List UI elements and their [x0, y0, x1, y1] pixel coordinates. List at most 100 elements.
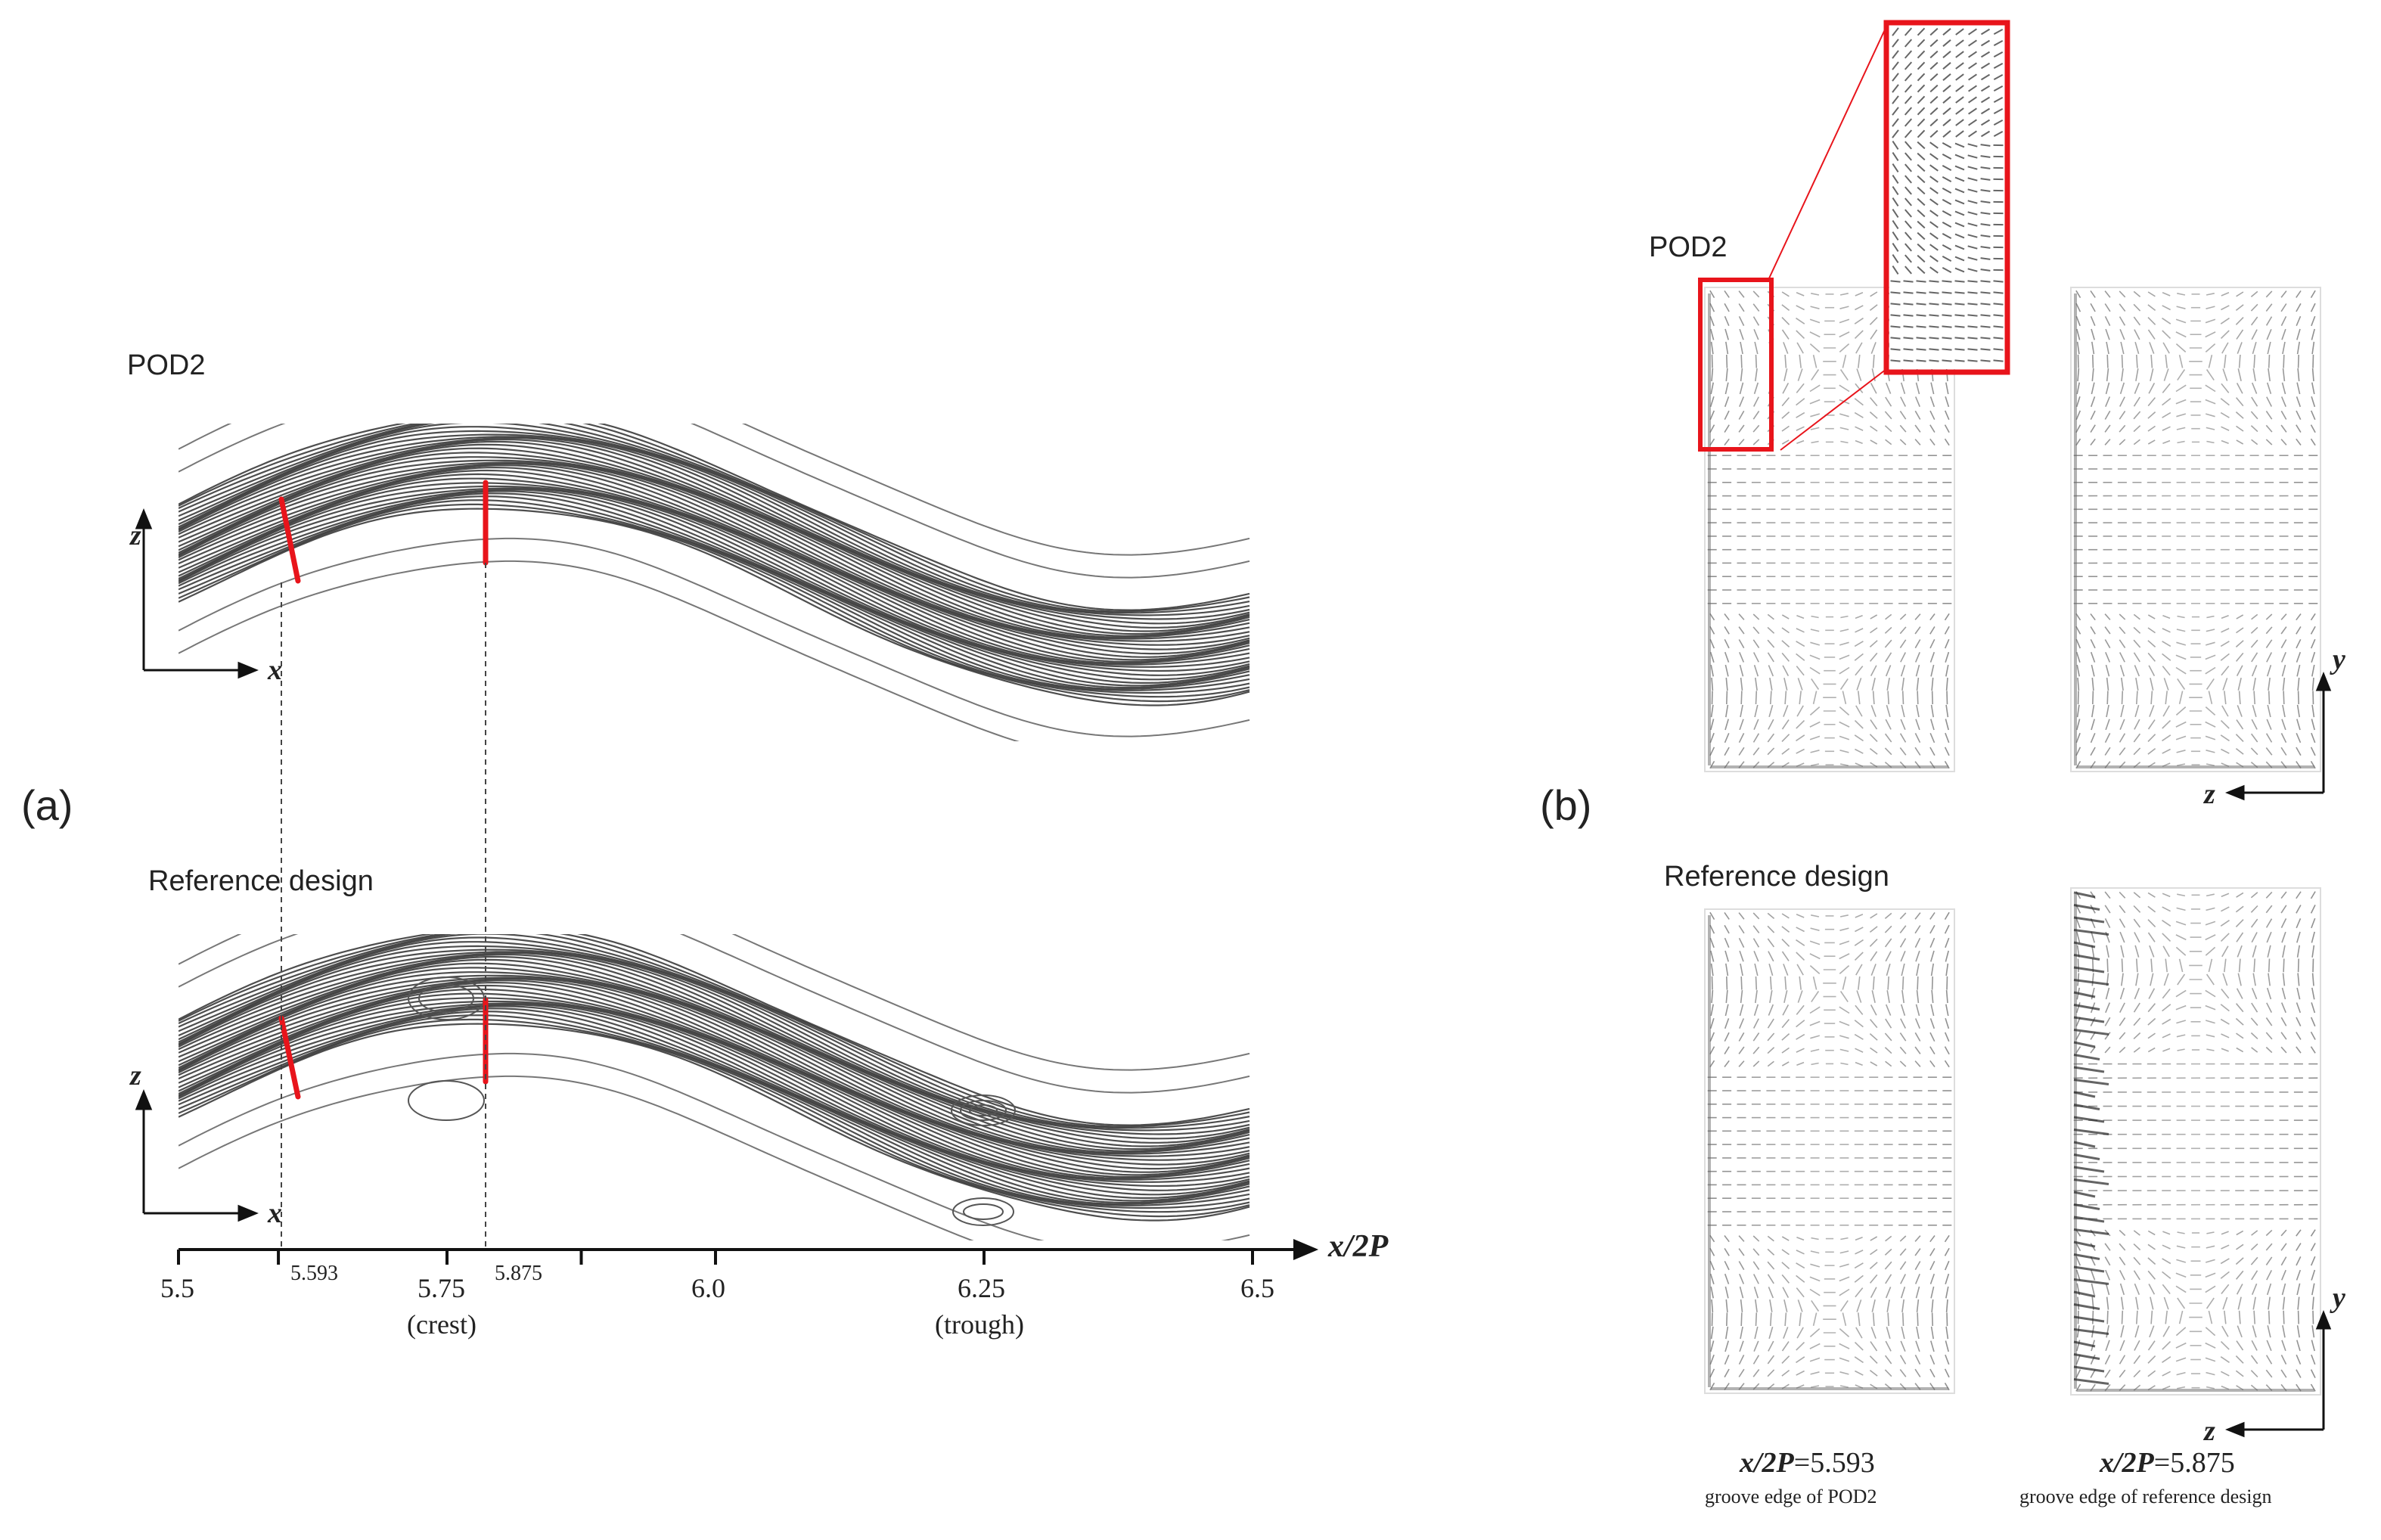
inset-flow-vector — [1929, 291, 1939, 294]
flow-vector — [2253, 958, 2255, 973]
flow-vector — [1739, 1018, 1745, 1029]
flow-vector — [2075, 1383, 2081, 1392]
flow-vector — [2235, 747, 2244, 755]
flow-vector — [2176, 306, 2186, 309]
flow-vector — [2206, 763, 2215, 766]
inset-flow-vector — [1890, 359, 1901, 362]
flow-vector — [1725, 368, 1728, 382]
flow-vector — [2162, 906, 2171, 912]
flow-vector — [1796, 734, 1805, 742]
flow-vector — [2150, 354, 2153, 368]
flow-vector — [2205, 989, 2216, 998]
flow-vector — [2147, 1243, 2156, 1250]
flow-vector — [2147, 719, 2156, 730]
flow-vector — [2162, 933, 2171, 942]
flow-vector — [2119, 1270, 2125, 1281]
flow-vector — [2251, 439, 2258, 446]
flow-vector — [1870, 719, 1878, 730]
flow-vector — [1839, 369, 1849, 381]
flow-vector — [2222, 973, 2228, 986]
flow-vector — [1755, 976, 1758, 990]
flow-vector — [1872, 691, 1875, 705]
flow-vector — [2280, 396, 2286, 408]
flow-vector — [1915, 950, 1920, 962]
flow-vector — [2205, 1327, 2216, 1337]
flow-vector — [2106, 354, 2109, 368]
inset-flow-vector — [1980, 107, 1991, 115]
flow-vector — [1899, 1046, 1907, 1054]
inset-flow-vector — [1917, 129, 1926, 138]
flow-vector — [1858, 976, 1861, 990]
flow-vector — [1929, 651, 1936, 663]
flow-vector — [1711, 1312, 1713, 1327]
flow-vector — [1870, 1061, 1878, 1067]
flow-vector — [1753, 1286, 1759, 1299]
inset-flow-vector — [1955, 130, 1964, 138]
inset-flow-vector — [1942, 107, 1951, 115]
flow-vector — [2221, 439, 2229, 445]
core-streamline — [178, 934, 1250, 1129]
flow-vector — [2296, 424, 2302, 433]
inset-flow-vector — [1892, 61, 1899, 70]
flow-vector — [2250, 918, 2258, 928]
flow-vector — [2310, 290, 2316, 299]
inset-flow-vector — [1967, 166, 1978, 170]
streak — [2073, 1203, 2100, 1210]
flow-vector — [2237, 342, 2243, 354]
core-streamline — [178, 981, 1250, 1181]
inset-flow-vector — [1955, 73, 1964, 81]
flow-vector — [2205, 735, 2216, 741]
flow-vector — [1725, 677, 1728, 691]
inset-flow-vector — [1942, 256, 1952, 262]
flow-vector — [1869, 747, 1878, 755]
flow-vector — [1797, 990, 1803, 1003]
streak — [2073, 1041, 2096, 1048]
flow-vector — [1796, 1250, 1805, 1255]
flow-vector — [2281, 328, 2286, 340]
flow-vector — [2221, 893, 2230, 898]
flow-vector — [1752, 912, 1760, 920]
flow-vector — [2119, 396, 2125, 407]
flow-vector — [1768, 1004, 1774, 1016]
flow-vector — [2175, 654, 2187, 660]
flow-vector — [2162, 641, 2171, 647]
core-streamline — [178, 447, 1250, 646]
flow-vector — [1811, 1237, 1819, 1240]
inset-flow-vector — [1903, 291, 1914, 294]
flow-vector — [2251, 1047, 2258, 1053]
flow-vector — [1855, 1370, 1864, 1376]
flow-vector — [1945, 1340, 1949, 1352]
streak — [2073, 1079, 2109, 1085]
flow-vector — [2075, 917, 2081, 929]
flow-vector — [2220, 1271, 2230, 1279]
flow-vector — [2075, 290, 2081, 299]
flow-vector — [2268, 1296, 2271, 1310]
flow-vector — [1809, 1343, 1821, 1349]
inset-flow-vector — [1980, 234, 1991, 238]
flow-vector — [1781, 425, 1790, 432]
flow-vector — [2163, 678, 2169, 691]
flow-vector — [2221, 1048, 2229, 1052]
flow-vector — [1901, 704, 1905, 718]
flow-vector — [1884, 411, 1892, 420]
flow-vector — [1856, 1299, 1862, 1312]
flow-vector — [1724, 382, 1729, 395]
flow-vector — [2121, 368, 2124, 382]
flow-vector — [1917, 691, 1919, 705]
inset-flow-vector — [1967, 337, 1978, 340]
flow-vector — [1854, 653, 1864, 661]
flow-vector — [2119, 1229, 2126, 1237]
flow-vector — [2265, 613, 2273, 620]
flow-vector — [2310, 1256, 2316, 1266]
streak — [2073, 1141, 2096, 1148]
flow-vector — [1945, 963, 1949, 976]
flow-vector — [2310, 613, 2316, 621]
flow-vector — [1755, 368, 1758, 382]
flow-vector — [1944, 638, 1950, 649]
inset-flow-vector — [1954, 199, 1965, 205]
flow-vector — [1929, 626, 1936, 635]
flow-vector — [2282, 341, 2286, 355]
flow-vector — [1738, 1032, 1745, 1042]
flow-vector — [1768, 1287, 1774, 1299]
flow-vector — [2251, 613, 2258, 620]
